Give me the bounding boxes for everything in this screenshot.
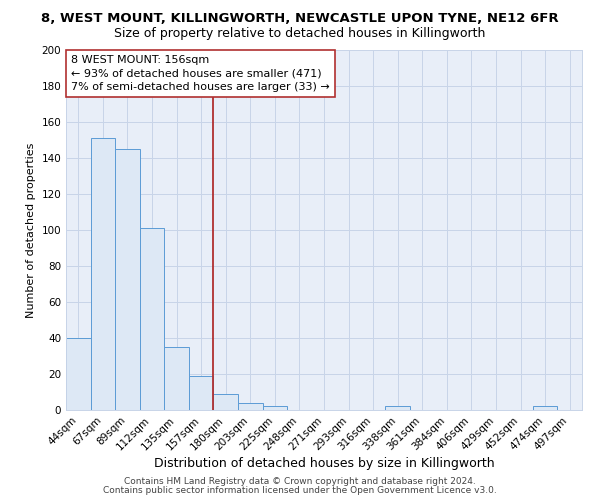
X-axis label: Distribution of detached houses by size in Killingworth: Distribution of detached houses by size … xyxy=(154,458,494,470)
Bar xyxy=(115,149,140,410)
Text: Size of property relative to detached houses in Killingworth: Size of property relative to detached ho… xyxy=(115,28,485,40)
Text: Contains HM Land Registry data © Crown copyright and database right 2024.: Contains HM Land Registry data © Crown c… xyxy=(124,477,476,486)
Text: Contains public sector information licensed under the Open Government Licence v3: Contains public sector information licen… xyxy=(103,486,497,495)
Text: 8, WEST MOUNT, KILLINGWORTH, NEWCASTLE UPON TYNE, NE12 6FR: 8, WEST MOUNT, KILLINGWORTH, NEWCASTLE U… xyxy=(41,12,559,26)
Bar xyxy=(238,403,263,410)
Bar xyxy=(533,406,557,410)
Bar xyxy=(66,338,91,410)
Bar xyxy=(189,376,214,410)
Bar xyxy=(385,406,410,410)
Bar xyxy=(214,394,238,410)
Text: 8 WEST MOUNT: 156sqm
← 93% of detached houses are smaller (471)
7% of semi-detac: 8 WEST MOUNT: 156sqm ← 93% of detached h… xyxy=(71,56,330,92)
Bar xyxy=(140,228,164,410)
Bar xyxy=(91,138,115,410)
Bar xyxy=(263,406,287,410)
Bar xyxy=(164,347,189,410)
Y-axis label: Number of detached properties: Number of detached properties xyxy=(26,142,36,318)
